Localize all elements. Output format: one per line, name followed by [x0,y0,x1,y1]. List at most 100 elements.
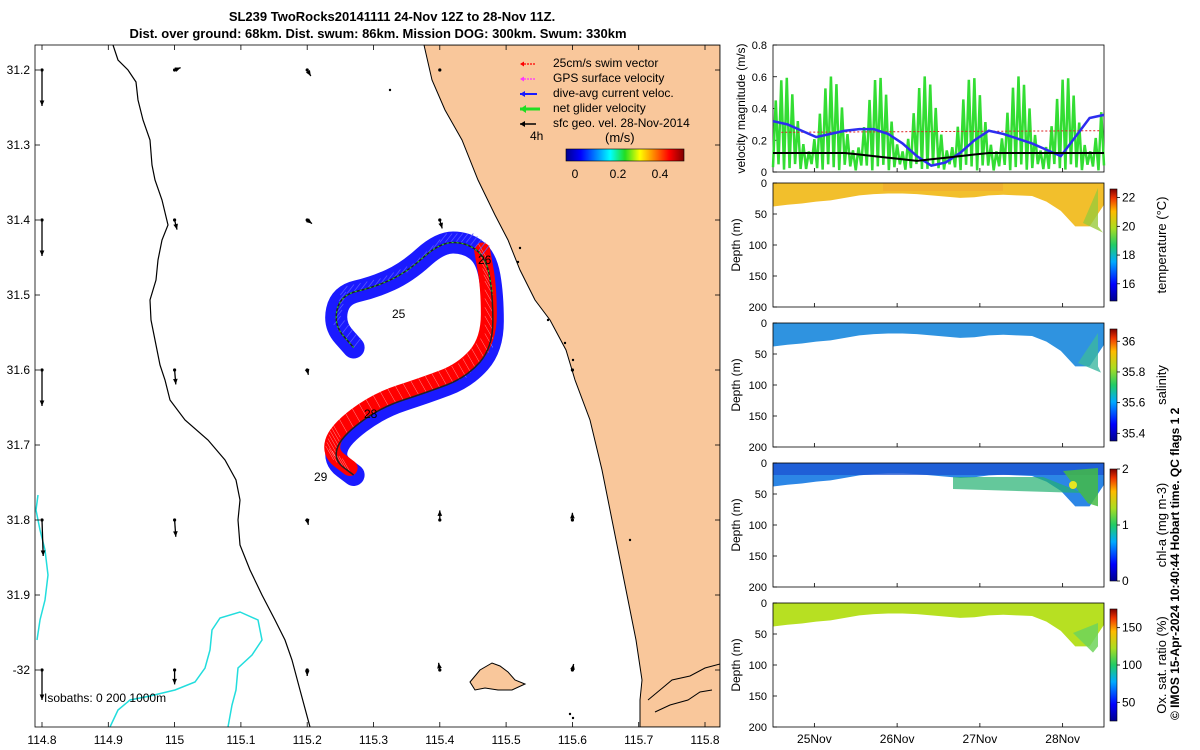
temperature-warm-patch [883,183,1003,191]
swim-vector [418,378,427,393]
map-legend: 25cm/s swim vector GPS surface velocity … [520,56,690,181]
salinity-colorbar-tick-label: 35.6 [1122,396,1146,410]
map-y-tick-label: 31.6 [7,363,31,377]
legend-net: net glider velocity [520,101,646,115]
salinity-colorbar-tick-label: 36 [1122,334,1136,348]
oxygen-y-tick-label: 0 [761,598,767,610]
swim-vector [484,307,494,322]
temperature-ylabel: Depth (m) [729,218,743,271]
swim-vector [328,434,338,449]
rottnest-island [469,662,527,691]
temperature-y-tick-label: 100 [749,240,767,252]
temperature-y-tick-label: 150 [749,271,767,283]
legend-gps: GPS surface velocity [520,71,664,85]
sfc-vector [172,668,177,685]
map-y-tick-label: 31.4 [7,213,31,227]
chl-high-patch [1063,468,1098,507]
dive-vector [473,239,482,249]
chl-a-y-tick-label: 150 [749,551,767,563]
temperature-y-tick-label: 50 [755,209,767,221]
sfc-vector [438,218,443,229]
swim-vector [352,408,361,423]
swim-vector [365,398,374,413]
salinity-y-tick-label: 50 [755,349,767,361]
swim-vector [438,370,447,386]
salinity-y-tick-label: 150 [749,411,767,423]
salinity-ylabel: Depth (m) [729,358,743,411]
isobath-1000m [112,45,311,727]
dive-vector [366,279,375,290]
velocity-series [772,113,1105,167]
salinity-colorbar-tick-label: 35.4 [1122,426,1146,440]
svg-text:net glider velocity: net glider velocity [553,101,646,115]
dive-vector [386,272,395,282]
sfc-vector [39,68,45,106]
chl-a-y-tick-label: 100 [749,520,767,532]
legend-sfc: sfc geo. vel. 28-Nov-2014 [520,116,690,130]
sfc-vector [39,368,45,406]
velocity-series [773,151,1104,162]
temperature-colorbar-tick-label: 20 [1122,219,1136,233]
isobath-200m-south [109,611,263,727]
map-x-tick-label: 115.2 [293,733,322,747]
temperature-colorbar [1109,188,1118,302]
swim-vector [451,365,460,381]
dive-vector [346,284,355,294]
coast-detail-2 [654,689,713,713]
glider-track [324,231,504,486]
swim-vector [481,262,490,277]
chl-a-colorbar-tick-label: 0 [1122,574,1129,588]
swim-vector [402,383,412,398]
map-y-tick-label: 31.5 [7,288,31,302]
swim-vector [466,353,476,368]
sfc-vector [173,368,178,385]
swim-vector [482,268,491,283]
svg-text:sfc geo. vel. 28-Nov-2014: sfc geo. vel. 28-Nov-2014 [553,116,690,130]
velocity-total-series [771,76,1106,171]
chart-title-line2: Dist. over ground: 68km. Dist. swum: 86k… [129,26,626,41]
dive-vector [345,329,353,339]
day-label-29: 29 [314,470,328,484]
sfc-vector [39,218,45,256]
temperature-colorbar-tick-label: 22 [1122,191,1136,205]
salinity-background [773,323,1104,447]
dive-vector [450,233,458,243]
sfc-vector [438,68,442,72]
swim-vector [484,333,494,348]
map-x-tick-label: 115.1 [226,733,255,747]
oxygen-colorbar [1109,608,1118,722]
dive-vector [439,233,448,243]
dive-vector [341,324,349,335]
day-label-25: 25 [392,307,406,321]
dive-vector [338,291,347,302]
map-x-ticks: 114.8 114.9 115 115.1 115.2 115.3 115.4 115.5 11… [27,45,720,747]
dive-vector [460,233,469,243]
swim-vector [395,385,404,401]
reef-dots [388,88,632,720]
salinity-colorbar-label: salinity [1154,365,1169,405]
coast-detail [647,663,720,701]
oxygen-colorbar-tick-label: 150 [1122,621,1142,635]
temperature-y-tick-label: 0 [761,178,767,190]
interval-label: 4h [530,129,543,143]
dive-vector [333,315,342,326]
day-label-26: 26 [478,253,492,267]
dive-vector [466,233,474,243]
colorbar-tick-2: 0.4 [652,167,669,181]
map-y-ticks: 31.2 31.3 31.4 31.5 31.6 31.7 31.8 31.9 -32 [7,63,720,677]
map-panel: 26 25 28 29 114.8 114.9 115 115.1 115.2 115.3… [7,44,721,747]
sfc-vector [39,668,45,700]
svg-text:25cm/s swim vector: 25cm/s swim vector [553,56,658,70]
oxygen-ylabel: Depth (m) [729,638,743,691]
surface-velocity-vectors [39,66,575,700]
swim-vector [477,243,487,258]
swim-vector [475,343,485,358]
dive-vector [455,233,464,243]
isobath-200m-west [35,494,49,641]
sfc-vector [304,518,310,525]
svg-text:dive-avg current veloc.: dive-avg current veloc. [553,86,674,100]
dive-vector [353,282,361,293]
oxygen-colorbar-tick-label: 100 [1122,658,1142,672]
colorbar-unit: (m/s) [605,130,635,145]
